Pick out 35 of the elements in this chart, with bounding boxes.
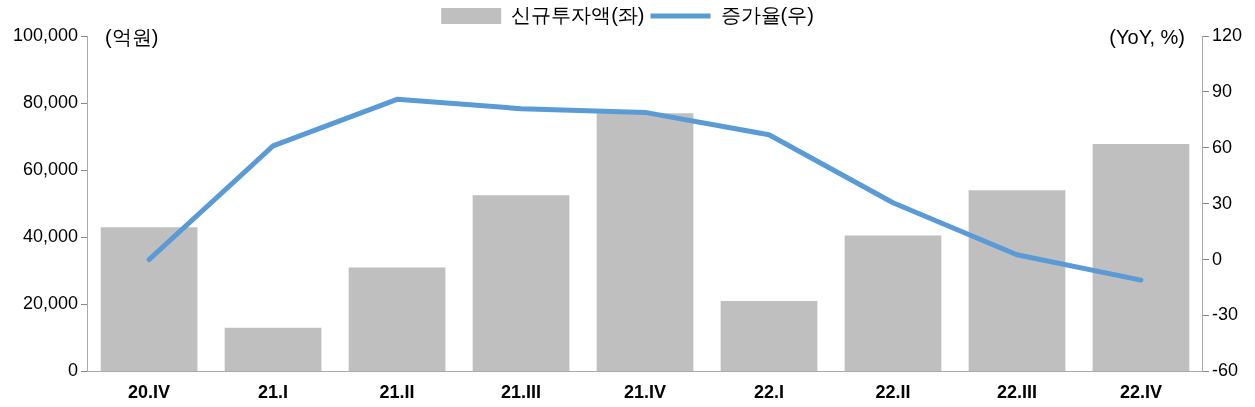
y-tick-label: 100,000 [12,24,79,45]
y-tick-label: 80,000 [23,92,79,113]
x-tick-label: 20.IV [128,382,171,403]
y2-tick-label: 120 [1211,24,1243,45]
bar [844,235,942,371]
bar [472,195,570,371]
y2-tick-label: 60 [1211,136,1232,157]
bar [348,267,446,371]
legend-label: 증가율(우) [720,3,814,26]
y-tick-label: 40,000 [23,226,79,247]
x-tick-label: 21.II [379,382,415,403]
y-tick-label: 20,000 [23,293,79,314]
bar [224,327,322,371]
bar [100,227,198,371]
y2-tick-label: 90 [1211,80,1232,101]
bar [596,113,694,371]
y2-tick-label: 0 [1211,248,1222,269]
bar [968,190,1066,371]
x-tick-label: 22.III [996,382,1037,403]
y2-tick-label: 30 [1211,192,1232,213]
y2-axis-title: (YoY, %) [1109,25,1185,48]
y2-tick-label: -60 [1211,360,1238,381]
x-tick-label: 22.IV [1119,382,1162,403]
y2-tick-label: -30 [1211,304,1238,325]
x-tick-label: 22.I [753,382,785,403]
x-tick-label: 22.II [875,382,911,403]
x-tick-label: 21.III [501,382,542,403]
x-tick-label: 21.I [258,382,289,403]
bar [720,300,818,371]
legend-label: 신규투자액(좌) [511,3,645,26]
y-tick-label: 60,000 [23,159,79,180]
y-tick-label: 0 [68,360,79,381]
y-axis-title: (억원) [105,25,159,48]
bar [1092,144,1190,371]
x-tick-label: 21.IV [624,382,667,403]
